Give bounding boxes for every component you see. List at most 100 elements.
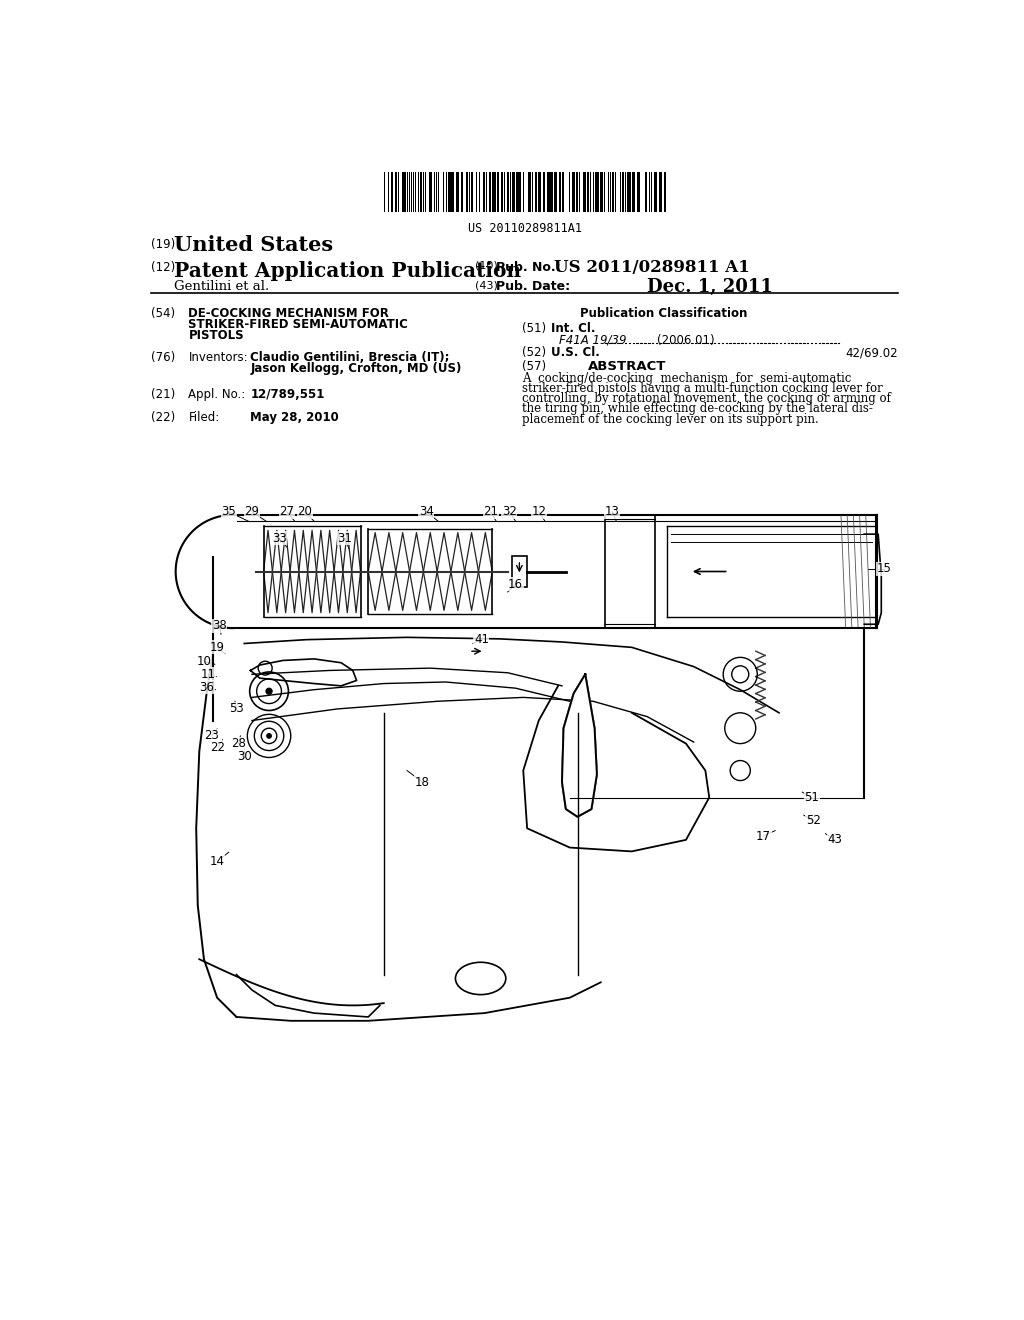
Ellipse shape [456, 962, 506, 995]
Text: US 2011/0289811 A1: US 2011/0289811 A1 [554, 259, 750, 276]
Text: the tiring pin, while effecting de-cocking by the lateral dis-: the tiring pin, while effecting de-cocki… [521, 403, 872, 416]
Text: 21: 21 [483, 506, 499, 519]
Bar [590, 173, 592, 213]
Bar [456, 173, 459, 213]
Bar [625, 173, 627, 213]
Text: 35: 35 [221, 506, 237, 519]
Text: Claudio Gentilini, Brescia (IT);: Claudio Gentilini, Brescia (IT); [251, 351, 450, 364]
Text: 33: 33 [271, 532, 287, 545]
Bar [612, 173, 614, 213]
Bar [623, 173, 624, 213]
Bar [575, 173, 578, 213]
Bar [429, 173, 432, 213]
Text: 10: 10 [197, 655, 211, 668]
Bar [583, 173, 586, 213]
Bar [420, 173, 422, 213]
Text: (12): (12) [152, 261, 175, 273]
Bar [493, 173, 495, 213]
Text: Patent Application Publication: Patent Application Publication [174, 261, 521, 281]
Bar [461, 173, 463, 213]
Bar [512, 556, 527, 587]
Text: (19): (19) [152, 238, 175, 251]
Bar [516, 173, 518, 213]
Bar [528, 173, 531, 213]
Bar [451, 173, 454, 213]
Text: Inventors:: Inventors: [188, 351, 248, 364]
Bar [435, 173, 437, 213]
Text: F41A 19/39: F41A 19/39 [559, 334, 627, 347]
Text: DE-COCKING MECHANISM FOR: DE-COCKING MECHANISM FOR [188, 308, 389, 319]
Bar [562, 173, 564, 213]
Text: May 28, 2010: May 28, 2010 [251, 411, 339, 424]
Bar [649, 173, 650, 213]
Bar [627, 173, 629, 213]
Bar [449, 173, 450, 213]
Bar [395, 173, 397, 213]
Bar [600, 173, 603, 213]
Text: (52): (52) [521, 346, 546, 359]
Text: 38: 38 [212, 619, 227, 632]
Bar [544, 173, 545, 213]
Bar [504, 173, 506, 213]
Text: Publication Classification: Publication Classification [580, 308, 748, 319]
Text: 13: 13 [605, 506, 620, 519]
Text: 28: 28 [231, 737, 246, 750]
Text: 51: 51 [804, 791, 819, 804]
Text: 15: 15 [877, 562, 891, 576]
Bar [538, 173, 541, 213]
Bar [402, 173, 404, 213]
Bar [604, 173, 605, 213]
Text: 19: 19 [210, 640, 224, 653]
Text: 12/789,551: 12/789,551 [251, 388, 325, 401]
Text: Pub. No.:: Pub. No.: [496, 261, 561, 273]
Text: 53: 53 [229, 702, 244, 715]
Text: Dec. 1, 2011: Dec. 1, 2011 [647, 277, 773, 296]
Text: 22: 22 [210, 741, 225, 754]
Text: controlling, by rotational movement, the cocking or arming of: controlling, by rotational movement, the… [521, 392, 891, 405]
Bar [519, 173, 521, 213]
Bar [637, 173, 640, 213]
Text: striker-fired pistols having a multi-function cocking lever for: striker-fired pistols having a multi-fun… [521, 383, 883, 396]
Text: 43: 43 [827, 833, 842, 846]
Text: ABSTRACT: ABSTRACT [588, 360, 666, 374]
Text: 41: 41 [474, 634, 488, 647]
Bar [507, 173, 509, 213]
Text: (2006.01): (2006.01) [657, 334, 715, 347]
Text: 34: 34 [419, 506, 434, 519]
Text: Jason Kellogg, Crofton, MD (US): Jason Kellogg, Crofton, MD (US) [251, 362, 462, 375]
Bar [497, 173, 500, 213]
Bar [483, 173, 485, 213]
Text: US 20110289811A1: US 20110289811A1 [468, 222, 582, 235]
Text: 42/69.02: 42/69.02 [846, 346, 898, 359]
Text: 32: 32 [502, 506, 517, 519]
Text: (43): (43) [475, 280, 498, 290]
Text: (54): (54) [152, 308, 175, 319]
Text: (10): (10) [475, 261, 498, 271]
Text: placement of the cocking lever on its support pin.: placement of the cocking lever on its su… [521, 412, 818, 425]
Text: 30: 30 [237, 750, 252, 763]
Bar [572, 173, 575, 213]
Text: Pub. Date:: Pub. Date: [496, 280, 570, 293]
Bar [423, 173, 424, 213]
Text: Filed:: Filed: [188, 411, 220, 424]
Circle shape [266, 688, 272, 694]
Text: 31: 31 [338, 532, 352, 545]
Bar [471, 173, 473, 213]
Bar [645, 173, 647, 213]
Bar [554, 173, 557, 213]
Bar [489, 173, 490, 213]
Bar [654, 173, 657, 213]
Bar [547, 173, 550, 213]
Text: 29: 29 [245, 506, 259, 519]
Bar [512, 173, 515, 213]
Bar [630, 173, 631, 213]
Bar [660, 173, 662, 213]
Text: 52: 52 [806, 814, 820, 828]
Text: Appl. No.:: Appl. No.: [188, 388, 246, 401]
Bar [665, 173, 666, 213]
Text: (57): (57) [521, 360, 546, 374]
Text: 11: 11 [201, 668, 215, 681]
Text: 14: 14 [210, 855, 224, 869]
Text: U.S. Cl.: U.S. Cl. [551, 346, 600, 359]
Text: 20: 20 [297, 506, 312, 519]
